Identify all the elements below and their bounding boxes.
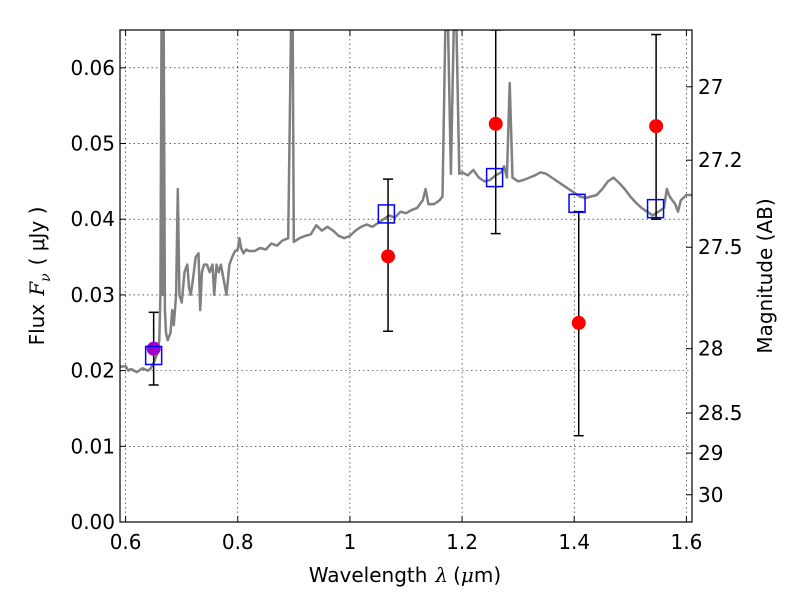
spectrum-line [120,30,692,374]
y-tick-label: 0.02 [70,359,115,383]
x-tick-label: 1.6 [670,530,702,554]
right-tick-label: 28.5 [698,401,743,425]
right-tick-label: 28 [698,337,723,361]
right-tick-label: 27.2 [698,148,743,172]
plot-area [120,30,692,437]
right-tick-label: 29 [698,441,723,465]
right-tick-label: 30 [698,483,723,507]
ticks: 0.6 0.8 1 1.2 1.4 1.6 0.00 0.01 0.02 0.03 0.04 0.05… [70,30,743,554]
model-square-marker [144,345,163,366]
y-tick-label: 0.06 [70,56,115,80]
data-point [381,249,396,264]
x-axis-label: Wavelength λ (μm) [309,563,501,587]
grid [120,30,692,523]
right-y-axis-label: Magnitude (AB) [753,198,777,353]
model-square-marker [485,167,504,188]
y-tick-label: 0.01 [70,434,115,458]
plot-frame [119,29,693,523]
data-point [488,116,503,131]
data-point [649,119,664,134]
y-tick-label: 0.05 [70,132,115,156]
left-y-axis-label: FluxFν( μJy ) [25,207,54,346]
data-point [146,341,161,356]
x-tick-label: 1.4 [558,530,590,554]
right-tick-label: 27.5 [698,235,743,259]
x-tick-label: 0.8 [222,530,254,554]
model-square-marker [377,204,396,224]
y-tick-label: 0.00 [70,510,115,534]
y-tick-label: 0.03 [70,283,115,307]
model-square-marker [646,198,665,219]
model-square-marker [568,193,586,214]
data-point [571,315,586,330]
y-tick-label: 0.04 [70,207,115,231]
x-tick-label: 1.2 [446,530,478,554]
x-tick-label: 1 [344,530,357,554]
right-tick-label: 27 [698,75,723,99]
x-tick-label: 0.6 [110,530,142,554]
